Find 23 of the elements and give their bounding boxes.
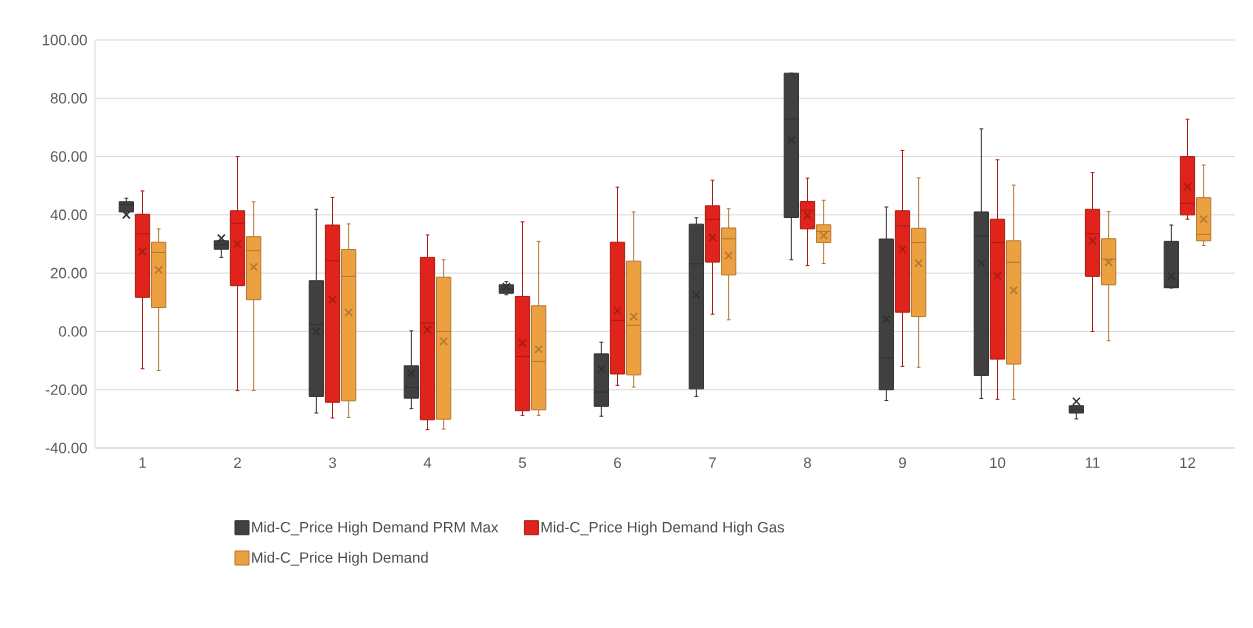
y-tick-label: 20.00: [50, 267, 87, 279]
x-tick-label: 7: [709, 457, 716, 468]
y-tick-label: 0.00: [58, 326, 87, 337]
y-tick-label: 60.00: [50, 151, 87, 162]
y-tick-label: -20.00: [45, 384, 87, 395]
y-tick-label: 100.00: [42, 34, 87, 46]
x-tick-label: 2: [234, 457, 241, 468]
x-tick-label: 9: [899, 457, 906, 469]
y-tick-label: -40.00: [45, 442, 87, 454]
legend-label: Mid-C_Price High Demand: [252, 551, 428, 566]
x-tick-label: 4: [423, 457, 432, 468]
x-tick-label: 6: [614, 457, 621, 469]
legend-label: Mid-C_Price High Demand High Gas: [541, 521, 785, 536]
y-tick-label: 40.00: [50, 209, 87, 221]
x-tick-label: 8: [804, 457, 811, 469]
legend-label: Mid-C_Price High Demand PRM Max: [252, 521, 499, 536]
x-tick-label: 12: [1180, 457, 1196, 468]
x-tick-label: 11: [1085, 457, 1100, 468]
x-tick-label: 5: [518, 457, 527, 468]
y-tick-label: 80.00: [50, 92, 87, 104]
x-tick-label: 1: [139, 457, 146, 468]
x-tick-label: 10: [990, 457, 1006, 469]
x-tick-label: 3: [328, 457, 336, 469]
